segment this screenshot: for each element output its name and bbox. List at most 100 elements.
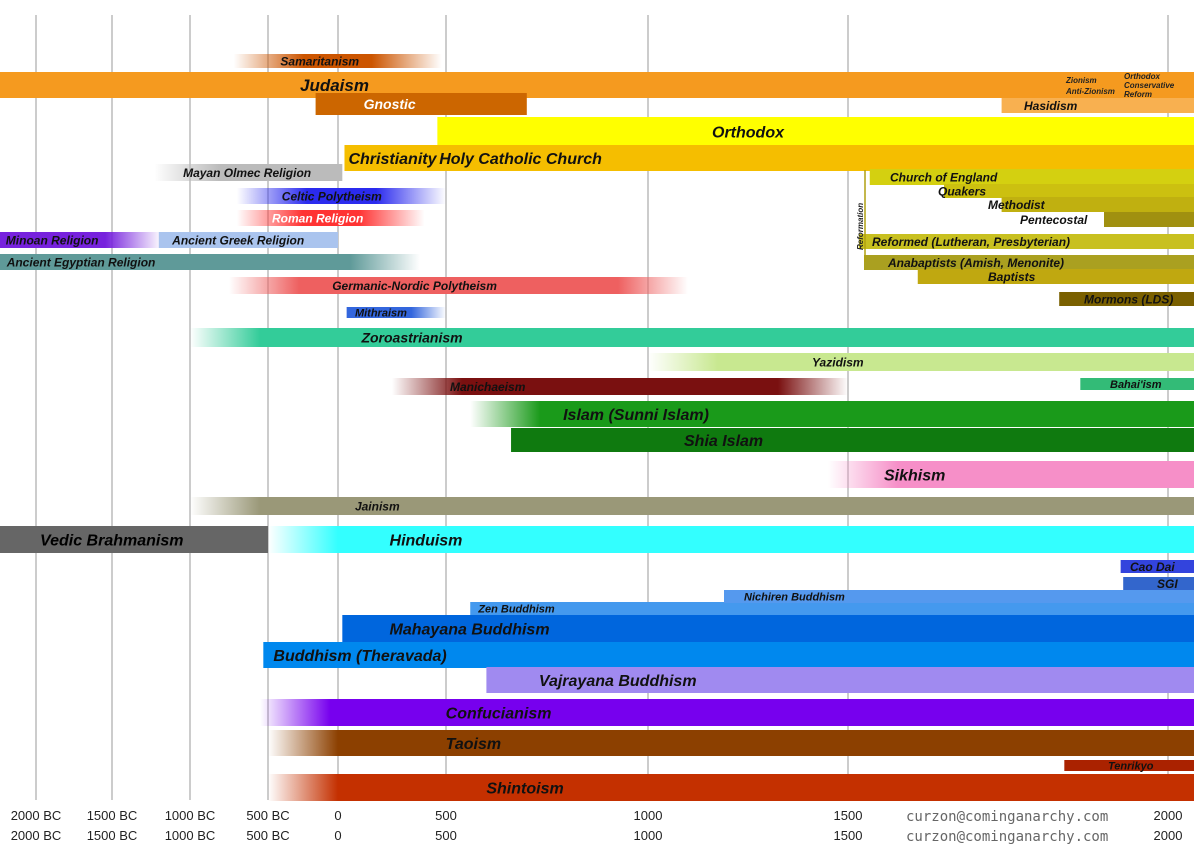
label-hasidism: Hasidism [1024,99,1078,113]
label-hinduism: Hinduism [390,532,463,549]
label-shintoism: Shintoism [486,780,563,797]
label-jainism: Jainism [355,499,400,513]
label-mahayana-buddhism: Mahayana Buddhism [390,621,550,638]
label-zen-buddhism: Zen Buddhism [477,603,555,615]
label-holy-catholic-church: Holy Catholic Church [439,151,602,168]
x-tick-label-1500-row2: 1500 [834,828,863,843]
bar-pentecostal [1104,212,1194,227]
label-vedic-brahmanism: Vedic Brahmanism [40,532,183,549]
label-anabaptists-amish-menonite: Anabaptists (Amish, Menonite) [887,256,1064,270]
bar-islam-sunni-islam [470,401,1194,427]
label-buddhism-theravada: Buddhism (Theravada) [273,648,446,665]
label-nichiren-buddhism: Nichiren Buddhism [744,591,845,603]
label-samaritanism: Samaritanism [280,54,359,68]
bar-vedic-brahmanism [0,526,268,553]
label-judaism: Judaism [300,76,369,95]
x-tick-label-1500-bc-row1: 1500 BC [87,808,138,823]
label-christianity: Christianity [348,151,437,168]
label-quakers: Quakers [938,184,986,198]
label-zoroastrianism: Zoroastrianism [360,330,462,346]
bar-shia-islam [511,428,1194,452]
bar-sgi [1123,577,1194,590]
bar-zoroastrianism [190,328,1194,347]
x-tick-label-2000-row2: 2000 [1154,828,1183,843]
x-tick-label-500-bc-row2: 500 BC [246,828,289,843]
label-celtic-polytheism: Celtic Polytheism [282,189,382,203]
label-mormons-lds: Mormons (LDS) [1084,292,1173,306]
bar-methodist [1001,197,1194,212]
label-ancient-greek-religion: Ancient Greek Religion [171,233,304,247]
bar-ancient-egyptian-religion [0,254,421,270]
x-tick-label-2000-bc-row2: 2000 BC [11,828,62,843]
label-church-of-england: Church of England [890,170,998,184]
label-islam-sunni-islam: Islam (Sunni Islam) [563,407,709,424]
bar-tenrikyo [1064,760,1194,771]
label-confucianism: Confucianism [446,705,552,722]
x-tick-label-1000-bc-row2: 1000 BC [165,828,216,843]
credit-text-row1: curzon@cominganarchy.com [906,809,1108,825]
annotation-reformation: Reformation [856,203,865,250]
bar-mithraism [346,307,446,318]
label-roman-religion: Roman Religion [272,211,363,225]
bar-manichaeism [392,378,848,395]
x-tick-label-1000-row1: 1000 [634,808,663,823]
bar-sikhism [828,461,1194,488]
annotation-orthodox: Orthodox [1124,72,1161,81]
credit-text-row2: curzon@cominganarchy.com [906,829,1108,844]
bar-mayan-olmec-religion [154,164,343,181]
bar-vajrayana-buddhism [486,667,1194,693]
bar-minoan-religion [0,232,162,248]
annotation-conservative: Conservative [1124,81,1175,90]
label-reformed-lutheran-presbyterian: Reformed (Lutheran, Presbyterian) [872,235,1070,249]
bar-zen-buddhism [470,602,1194,615]
x-tick-label-500-row2: 500 [435,828,457,843]
label-gnostic: Gnostic [364,96,416,112]
bar-jainism [190,497,1194,515]
bars [0,54,1195,801]
label-ancient-egyptian-religion: Ancient Egyptian Religion [6,255,156,269]
x-tick-label-2000-bc-row1: 2000 BC [11,808,62,823]
bar-gnostic [315,93,527,115]
label-yazidism: Yazidism [812,355,864,369]
bar-anabaptists-amish-menonite [864,255,1194,270]
bar-taoism [268,730,1194,756]
bar-church-of-england [869,169,1194,185]
label-baptists: Baptists [988,270,1036,284]
x-tick-label-0-row2: 0 [334,828,341,843]
label-sgi: SGI [1157,577,1178,591]
x-tick-label-1500-bc-row2: 1500 BC [87,828,138,843]
annotation-anti-zionism: Anti-Zionism [1065,87,1115,96]
label-mithraism: Mithraism [355,307,407,319]
annotations: ZionismAnti-ZionismOrthodoxConservativeR… [856,72,1175,262]
label-bahai-ism: Bahai'ism [1110,379,1162,391]
label-minoan-religion: Minoan Religion [6,233,99,247]
x-tick-label-1000-row2: 1000 [634,828,663,843]
bar-ancient-greek-religion [158,232,338,248]
label-methodist: Methodist [988,198,1046,212]
bar-shintoism [268,774,1194,801]
bar-germanic-nordic-polytheism [229,277,688,294]
x-tick-label-1500-row1: 1500 [834,808,863,823]
label-vajrayana-buddhism: Vajrayana Buddhism [539,673,697,690]
label-shia-islam: Shia Islam [684,433,763,450]
bar-buddhism-theravada [263,642,1194,668]
bar-nichiren-buddhism [724,590,1194,603]
label-germanic-nordic-polytheism: Germanic-Nordic Polytheism [332,279,497,293]
bar-mahayana-buddhism [342,615,1194,642]
bar-celtic-polytheism [236,188,446,204]
x-axis: 2000 BC 1500 BC 1000 BC 500 BC 0 500 1000 1500 2… [11,808,1183,844]
label-tenrikyo: Tenrikyo [1108,760,1154,772]
bar-confucianism [260,699,1194,726]
label-manichaeism: Manichaeism [450,380,526,394]
bar-samaritanism [233,54,442,68]
bar-baptists [917,269,1194,284]
bar-bahai-ism [1080,378,1194,390]
x-tick-label-2000-row1: 2000 [1154,808,1183,823]
label-mayan-olmec-religion: Mayan Olmec Religion [183,166,311,180]
label-cao-dai: Cao Dai [1130,560,1175,574]
label-taoism: Taoism [446,736,501,753]
bar-hinduism [268,526,1194,553]
label-pentecostal: Pentecostal [1020,213,1088,227]
bar-roman-religion [236,210,425,226]
